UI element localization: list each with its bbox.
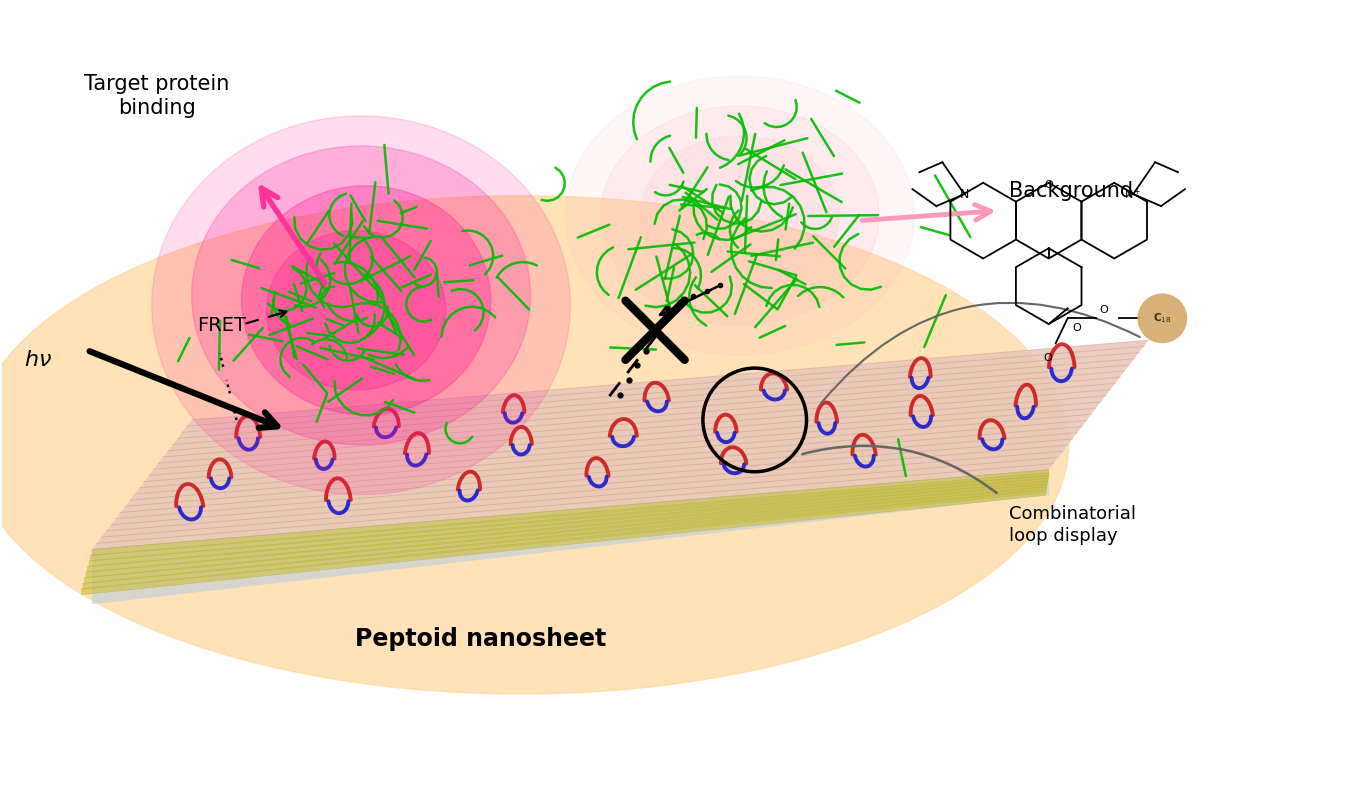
Text: N$^+$: N$^+$ xyxy=(1125,187,1142,202)
Ellipse shape xyxy=(0,196,1069,694)
Text: $h\nu$: $h\nu$ xyxy=(24,349,53,371)
Ellipse shape xyxy=(192,146,531,445)
Polygon shape xyxy=(86,481,1046,578)
Ellipse shape xyxy=(601,106,879,325)
Ellipse shape xyxy=(266,230,446,390)
Polygon shape xyxy=(81,489,1045,595)
Text: Target protein
binding: Target protein binding xyxy=(84,74,230,118)
FancyArrowPatch shape xyxy=(821,303,1139,402)
Ellipse shape xyxy=(566,76,914,355)
Polygon shape xyxy=(88,478,1048,572)
Ellipse shape xyxy=(151,116,570,495)
FancyArrowPatch shape xyxy=(802,446,996,493)
Polygon shape xyxy=(92,470,1049,555)
Text: O: O xyxy=(1045,180,1053,190)
Ellipse shape xyxy=(640,136,840,295)
Text: FRET: FRET xyxy=(197,316,246,335)
Polygon shape xyxy=(92,341,1149,550)
Polygon shape xyxy=(92,470,1049,605)
Text: Combinatorial
loop display: Combinatorial loop display xyxy=(1008,505,1135,545)
Circle shape xyxy=(1138,293,1187,343)
Polygon shape xyxy=(84,486,1046,589)
Text: Peptoid nanosheet: Peptoid nanosheet xyxy=(355,627,606,651)
Text: O: O xyxy=(1073,324,1081,333)
Polygon shape xyxy=(85,484,1046,584)
Text: C$_{18}$: C$_{18}$ xyxy=(1153,312,1172,325)
Text: O: O xyxy=(1044,353,1052,363)
Text: N: N xyxy=(960,188,969,200)
Polygon shape xyxy=(90,473,1048,561)
Polygon shape xyxy=(89,476,1048,567)
Text: Background: Background xyxy=(1008,181,1133,200)
Ellipse shape xyxy=(242,186,490,415)
Text: O: O xyxy=(1099,305,1108,316)
